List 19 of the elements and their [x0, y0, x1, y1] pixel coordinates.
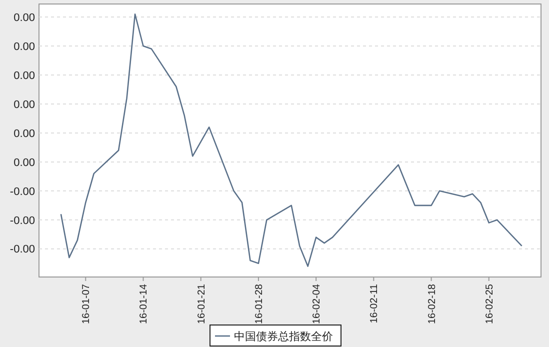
y-tick-label: -0.00	[10, 186, 35, 198]
x-tick-label: 16-01-07	[81, 284, 92, 324]
x-tick-label: 16-02-25	[484, 284, 496, 324]
y-tick-label: 0.00	[14, 40, 35, 53]
y-tick-label: 0.00	[14, 12, 35, 24]
y-tick-label: 0.00	[14, 98, 35, 111]
y-tick-label: 0.00	[14, 156, 35, 169]
y-tick-label: -0.00	[10, 244, 35, 256]
x-tick-label: 16-01-21	[196, 284, 208, 324]
legend-label: 中国债券总指数全价	[234, 330, 333, 343]
x-tick-label: 16-01-28	[254, 284, 265, 324]
x-tick-label: 16-01-14	[138, 284, 150, 324]
y-tick-label: 0.00	[14, 70, 35, 82]
line-series	[60, 13, 522, 267]
x-tick-label: 16-02-04	[312, 284, 323, 324]
x-tick-label: 16-02-18	[426, 284, 438, 324]
y-tick-label: -0.00	[10, 214, 35, 227]
y-tick-label: 0.00	[14, 128, 35, 140]
x-tick-label: 16-02-11	[369, 284, 380, 324]
